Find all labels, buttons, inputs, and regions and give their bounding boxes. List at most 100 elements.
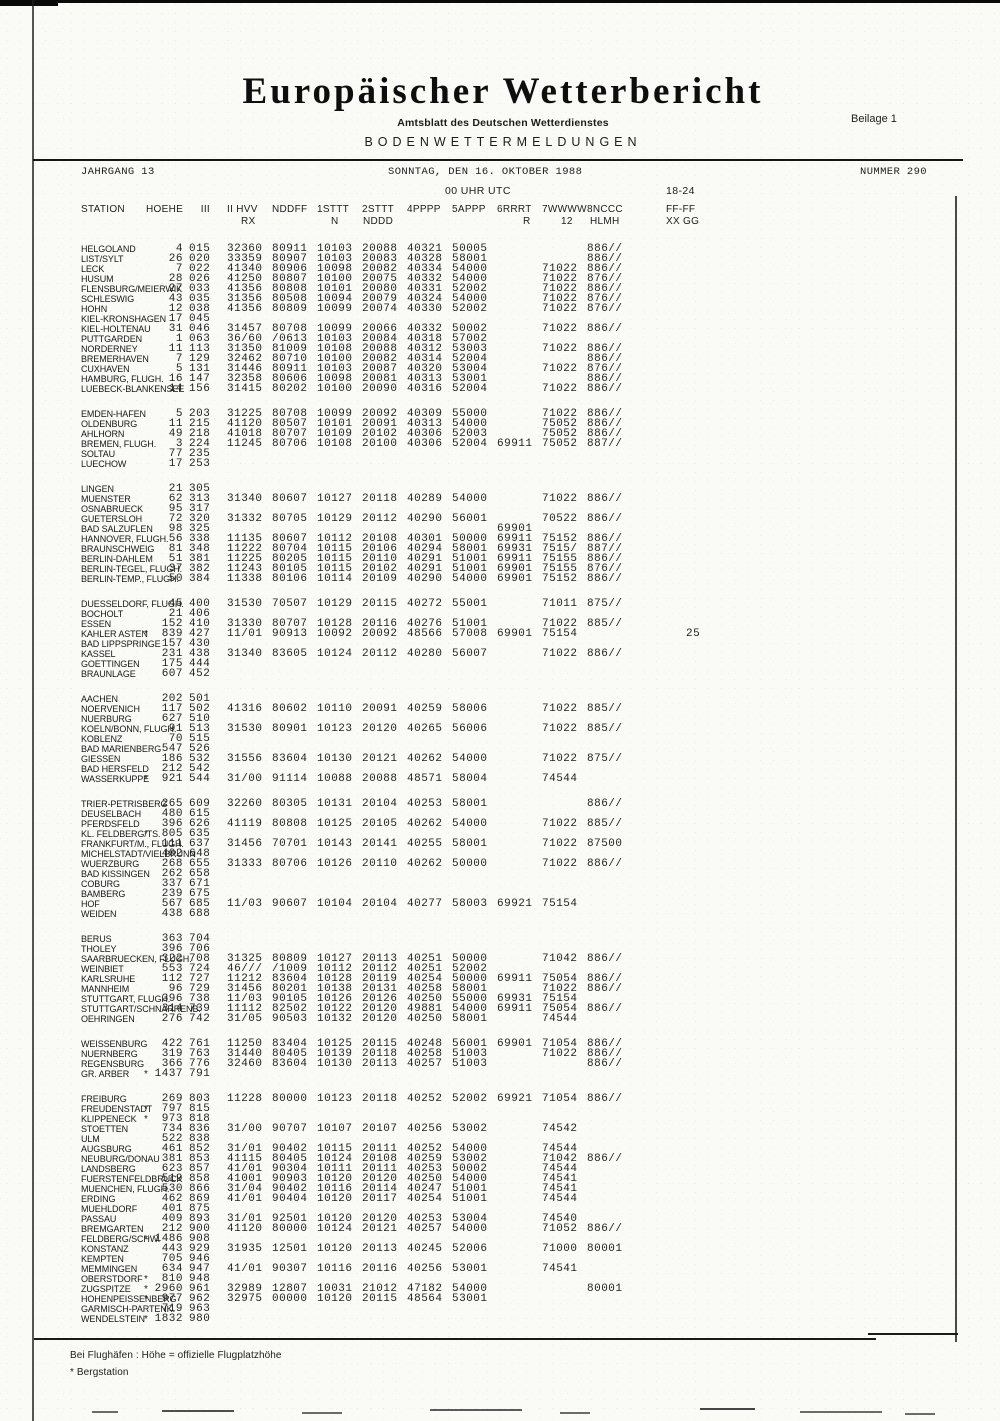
issue-date: SONNTAG, DEN 16. OKTOBER 1988 bbox=[388, 166, 583, 178]
station-height: 1832 bbox=[154, 1313, 183, 1325]
station-name: HANNOVER, FLUGH. bbox=[81, 534, 169, 544]
synop-group: 80704 bbox=[272, 543, 308, 555]
synop-groups: 32462 80710 10100 20082 40314 52004 886// bbox=[227, 353, 632, 365]
synop-group: 71022 bbox=[542, 293, 578, 305]
station-row: BERLIN-DAHLEM 51 381 11225 80205 10115 20110 40… bbox=[81, 553, 981, 565]
synop-group: 48571 bbox=[407, 773, 443, 785]
col-header-6rrrt: 6RRRT bbox=[497, 204, 532, 215]
synop-group: 53004 bbox=[452, 1213, 488, 1225]
station-name: HAMBURG, FLUGH. bbox=[81, 374, 164, 384]
station-name: SAARBRUECKEN, FLUGH. bbox=[81, 954, 192, 964]
station-number: 502 bbox=[189, 703, 211, 715]
station-height: 95 bbox=[168, 503, 183, 515]
synop-group: 20118 bbox=[362, 1093, 398, 1105]
synop-group: 54000 bbox=[452, 1173, 488, 1185]
station-number: 946 bbox=[189, 1253, 211, 1265]
station-row: LUECHOW 17 253 bbox=[81, 458, 981, 470]
synop-group: 54000 bbox=[452, 493, 488, 505]
scan-artifact bbox=[800, 1411, 882, 1413]
synop-group: 40306 bbox=[407, 438, 443, 450]
mountain-station-marker: * bbox=[144, 1294, 148, 1305]
synop-group: 10103 bbox=[317, 333, 353, 345]
synop-group bbox=[497, 799, 542, 809]
station-height: 212 bbox=[161, 1223, 183, 1235]
station-row: STUTTGART/SCHNARRENB. 314 739 11112 82502 101… bbox=[81, 1003, 981, 1015]
station-height: 973 bbox=[161, 1113, 183, 1125]
synop-group: 886// bbox=[587, 428, 623, 440]
station-row: NORDERNEY 11 113 31350 81009 10108 20088 40312 5… bbox=[81, 344, 981, 355]
station-height: 1437 bbox=[154, 1068, 183, 1080]
synop-group: 10115 bbox=[317, 563, 353, 575]
synop-group: 32260 bbox=[227, 798, 263, 810]
synop-group: 11112 bbox=[227, 1003, 263, 1015]
synop-group: 80507 bbox=[272, 418, 308, 430]
station-name: MUENCHEN, FLUGH. bbox=[81, 1184, 170, 1194]
station-name: NUERNBERG bbox=[81, 1049, 138, 1059]
mountain-station-marker: * bbox=[144, 1104, 148, 1115]
synop-group: 75052 bbox=[542, 428, 578, 440]
synop-group: 70507 bbox=[272, 598, 308, 610]
scan-artifact bbox=[302, 1412, 342, 1414]
synop-group: 69901 bbox=[497, 523, 533, 535]
station-height: 3 bbox=[175, 438, 183, 450]
synop-group: 41120 bbox=[227, 1223, 263, 1235]
station-row: EMDEN-HAFEN 5 203 31225 80708 10099 20092 40309… bbox=[81, 408, 981, 420]
synop-group: 10129 bbox=[317, 598, 353, 610]
synop-group: 40250 bbox=[407, 1173, 443, 1185]
station-name: STOETTEN bbox=[81, 1124, 129, 1134]
station-row: BOCHOLT 21 406 bbox=[81, 609, 981, 620]
station-row: GR. ARBER * 1437 791 bbox=[81, 1068, 981, 1080]
station-name: TRIER-PETRISBERG bbox=[81, 799, 168, 809]
station-number: 384 bbox=[189, 573, 211, 585]
synop-group: 10129 bbox=[317, 513, 353, 525]
synop-groups: 11/03 90607 10104 20104 40277 58003 69921 75154 bbox=[227, 899, 632, 910]
station-name: OBERSTDORF bbox=[81, 1274, 143, 1284]
station-number: 438 bbox=[189, 648, 211, 660]
synop-groups: 31/05 90503 10132 20120 40250 58001 74544 bbox=[227, 1014, 632, 1025]
station-row: MUEHLDORF 401 875 bbox=[81, 1204, 981, 1215]
synop-group: 54000 bbox=[452, 1223, 488, 1235]
synop-group: 80305 bbox=[272, 798, 308, 810]
synop-group bbox=[497, 859, 542, 869]
synop-groups: 36/60/0613 10103 20084 40318 57002 bbox=[227, 333, 632, 345]
volume-label: JAHRGANG 13 bbox=[81, 166, 155, 178]
header-rule bbox=[33, 159, 963, 161]
synop-group: 7515/ bbox=[542, 543, 578, 555]
station-number: 738 bbox=[189, 993, 211, 1005]
synop-group: 52004 bbox=[452, 353, 488, 365]
synop-group: 75155 bbox=[542, 553, 578, 565]
synop-groups: 11112 82502 10122 20120 49881 54000 69911 75054… bbox=[227, 1003, 632, 1015]
station-number: 626 bbox=[189, 818, 211, 830]
station-name: LANDSBERG bbox=[81, 1164, 136, 1174]
station-name: BRAUNSCHWEIG bbox=[81, 544, 155, 554]
synop-group: 31456 bbox=[227, 838, 263, 850]
synop-group: /0613 bbox=[272, 333, 308, 345]
synop-group: 31225 bbox=[227, 408, 263, 420]
synop-group: 20091 bbox=[362, 703, 398, 715]
synop-group: 80001 bbox=[587, 1283, 623, 1295]
synop-group: 20079 bbox=[362, 293, 398, 305]
synop-groups: 31440 80405 10139 20118 40258 51003 71022 886// bbox=[227, 1049, 632, 1060]
station-name: FREIBURG bbox=[81, 1094, 127, 1104]
synop-group: 40250 bbox=[407, 993, 443, 1005]
station-row: LECK 7 022 41340 80906 10098 20082 40334 54000 71… bbox=[81, 264, 981, 275]
synop-group: 71022 bbox=[542, 983, 578, 995]
station-name: BREMEN, FLUGH. bbox=[81, 439, 157, 449]
station-name: HUSUM bbox=[81, 274, 114, 284]
station-number: 253 bbox=[189, 458, 211, 470]
synop-group: 56001 bbox=[452, 1038, 488, 1050]
synop-group: 20111 bbox=[362, 1163, 398, 1175]
mountain-station-marker: * bbox=[144, 1234, 148, 1245]
station-number: 929 bbox=[189, 1243, 211, 1255]
synop-group: 41356 bbox=[227, 283, 263, 295]
synop-groups: 41340 80906 10098 20082 40334 54000 71022 886// bbox=[227, 264, 632, 275]
station-row: LUEBECK-BLANKENSEE 14 156 31415 80202 10100 20… bbox=[81, 384, 981, 395]
synop-group: 75154 bbox=[542, 993, 578, 1005]
synop-group: 58001 bbox=[452, 253, 488, 265]
synop-group: 886// bbox=[587, 373, 623, 385]
synop-group: 20112 bbox=[362, 648, 398, 660]
synop-group: 50000 bbox=[452, 533, 488, 545]
synop-group: 20066 bbox=[362, 323, 398, 335]
station-height: 262 bbox=[161, 868, 183, 880]
synop-group: 40330 bbox=[407, 303, 443, 315]
